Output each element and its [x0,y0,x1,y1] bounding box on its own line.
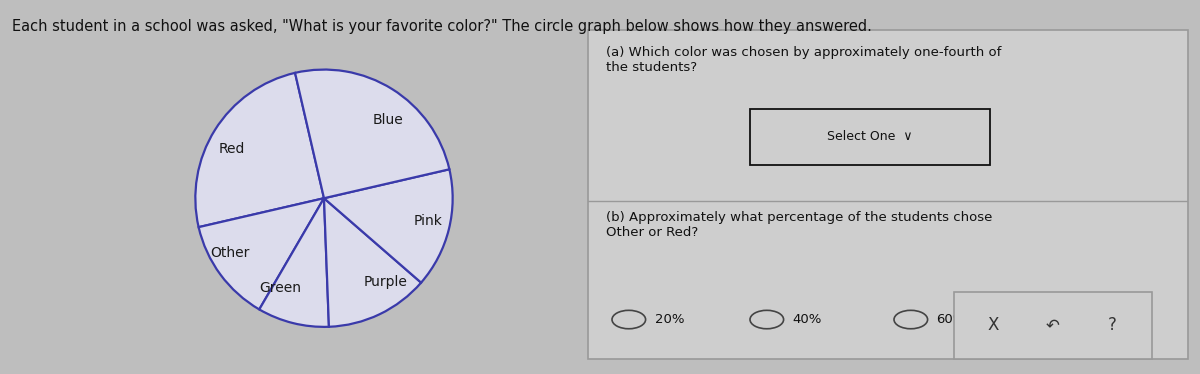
Text: 20%: 20% [655,313,684,326]
Wedge shape [259,198,329,327]
Text: (b) Approximately what percentage of the students chose
Other or Red?: (b) Approximately what percentage of the… [606,211,992,239]
Wedge shape [324,198,421,327]
Wedge shape [295,70,449,198]
Text: Each student in a school was asked, "What is your favorite color?" The circle gr: Each student in a school was asked, "Wha… [12,19,872,34]
Text: Other: Other [210,246,250,260]
Text: Green: Green [259,281,301,295]
Text: (a) Which color was chosen by approximately one-fourth of
the students?: (a) Which color was chosen by approximat… [606,46,1001,74]
Text: Select One  ∨: Select One ∨ [827,131,913,143]
Text: 60%: 60% [937,313,966,326]
Text: 80%: 80% [1075,313,1104,326]
FancyBboxPatch shape [588,30,1188,359]
Text: X: X [988,316,1000,334]
Wedge shape [196,73,324,227]
Wedge shape [324,169,452,283]
FancyBboxPatch shape [750,109,990,165]
Text: Purple: Purple [364,275,408,289]
Text: Red: Red [220,142,246,156]
Text: ↶: ↶ [1046,316,1060,334]
Text: 40%: 40% [793,313,822,326]
Text: Pink: Pink [414,214,443,228]
Text: ?: ? [1108,316,1117,334]
Text: Blue: Blue [373,113,404,127]
Wedge shape [199,198,324,309]
FancyBboxPatch shape [954,292,1152,359]
